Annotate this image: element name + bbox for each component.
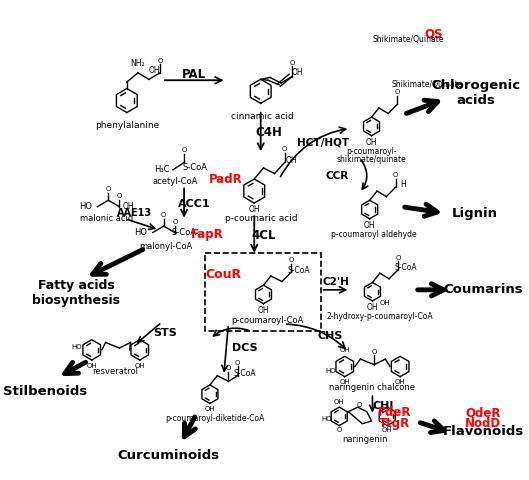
Text: STS: STS xyxy=(154,328,178,338)
Text: H: H xyxy=(400,180,406,189)
Text: S-CoA: S-CoA xyxy=(395,263,417,272)
Text: S-CoA: S-CoA xyxy=(171,228,197,237)
Text: OH: OH xyxy=(292,68,304,77)
Text: OH: OH xyxy=(258,306,269,315)
Text: NH₂: NH₂ xyxy=(131,59,145,68)
Text: O: O xyxy=(288,257,294,264)
Text: Curcuminoids: Curcuminoids xyxy=(117,449,220,462)
Text: Shikimate/Quinate: Shikimate/Quinate xyxy=(392,80,463,89)
Text: shikimate/quinate: shikimate/quinate xyxy=(336,155,406,164)
Text: malonyl-CoA: malonyl-CoA xyxy=(139,242,192,251)
Text: OH: OH xyxy=(340,379,350,385)
Text: O: O xyxy=(289,60,295,66)
Text: O: O xyxy=(371,348,377,355)
Text: Coumarins: Coumarins xyxy=(443,283,523,296)
Text: HO: HO xyxy=(71,344,83,350)
Text: S-CoA: S-CoA xyxy=(287,266,310,275)
Text: naringenin: naringenin xyxy=(342,435,388,444)
Text: HO: HO xyxy=(321,416,332,422)
Text: Fatty acids
biosynthesis: Fatty acids biosynthesis xyxy=(32,278,120,307)
Text: OH: OH xyxy=(395,379,405,385)
Text: p-coumaroyl-: p-coumaroyl- xyxy=(346,147,397,156)
FancyBboxPatch shape xyxy=(205,253,321,331)
Text: CHS: CHS xyxy=(317,331,343,341)
Text: 2-hydroxy-p-coumaroyl-CoA: 2-hydroxy-p-coumaroyl-CoA xyxy=(326,312,433,321)
Text: OH: OH xyxy=(340,347,350,353)
Text: O: O xyxy=(106,186,111,192)
Text: Stilbenoids: Stilbenoids xyxy=(4,385,88,398)
Text: CHI: CHI xyxy=(373,401,394,411)
Text: Flavonoids: Flavonoids xyxy=(443,425,524,438)
Text: S-CoA: S-CoA xyxy=(183,163,208,171)
Text: OH: OH xyxy=(367,303,378,312)
Text: FapR: FapR xyxy=(191,228,224,241)
Text: O: O xyxy=(396,254,401,261)
Text: OH: OH xyxy=(123,202,134,211)
Text: C2'H: C2'H xyxy=(322,276,349,287)
Text: QS: QS xyxy=(424,27,443,41)
Text: p-coumaric acid: p-coumaric acid xyxy=(225,214,298,223)
Text: S-CoA: S-CoA xyxy=(234,370,257,378)
Text: DCS: DCS xyxy=(232,343,258,353)
Text: HCT/HQT: HCT/HQT xyxy=(297,137,349,147)
Text: O: O xyxy=(181,147,187,154)
Text: ACC1: ACC1 xyxy=(178,199,211,209)
Text: OH: OH xyxy=(334,398,344,405)
Text: OH: OH xyxy=(249,205,260,214)
Text: Lignin: Lignin xyxy=(452,207,498,220)
Text: Chlorogenic
acids: Chlorogenic acids xyxy=(431,79,521,107)
Text: OH: OH xyxy=(134,362,145,369)
Text: O: O xyxy=(161,212,167,218)
Text: QdeR: QdeR xyxy=(466,406,501,419)
Text: p-coumaroyl-CoA: p-coumaroyl-CoA xyxy=(231,316,303,325)
Text: OH: OH xyxy=(380,300,391,306)
Text: O: O xyxy=(235,360,240,366)
Text: C4H: C4H xyxy=(256,126,282,139)
Text: OH: OH xyxy=(366,138,377,146)
Text: naringenin chalcone: naringenin chalcone xyxy=(330,383,415,392)
Text: acetyl-CoA: acetyl-CoA xyxy=(152,177,197,186)
Text: O: O xyxy=(336,427,342,433)
Text: OH: OH xyxy=(364,221,376,230)
Text: O: O xyxy=(357,402,362,408)
Text: NodD: NodD xyxy=(465,417,501,430)
Text: OH: OH xyxy=(149,66,160,74)
Text: CCR: CCR xyxy=(326,171,349,181)
Text: HO: HO xyxy=(134,228,147,237)
Text: Shikimate/Quinate: Shikimate/Quinate xyxy=(373,35,444,44)
Text: O: O xyxy=(157,58,163,64)
Text: O: O xyxy=(395,89,400,95)
Text: OH: OH xyxy=(86,362,97,369)
Text: HO: HO xyxy=(325,368,336,374)
Text: O: O xyxy=(393,172,398,179)
Text: OH: OH xyxy=(285,156,297,165)
Text: O: O xyxy=(226,365,231,372)
Text: OH: OH xyxy=(205,406,215,412)
Text: O: O xyxy=(117,192,122,199)
Text: phenylalanine: phenylalanine xyxy=(95,121,159,130)
Text: H₃C: H₃C xyxy=(154,165,170,174)
Text: FdeR: FdeR xyxy=(378,406,412,419)
Text: p-coumaroyl-diketide-CoA: p-coumaroyl-diketide-CoA xyxy=(165,414,264,423)
Text: CouR: CouR xyxy=(206,268,242,281)
Text: p-coumaroyl aldehyde: p-coumaroyl aldehyde xyxy=(331,230,416,239)
Text: cinnamic acid: cinnamic acid xyxy=(231,112,294,121)
Text: PadR: PadR xyxy=(209,172,242,186)
Text: O: O xyxy=(282,146,287,153)
Text: malonic acid: malonic acid xyxy=(80,214,133,223)
Text: PAL: PAL xyxy=(182,68,206,81)
Text: O: O xyxy=(172,219,178,226)
Text: HO: HO xyxy=(79,202,92,211)
Text: AAE13: AAE13 xyxy=(117,208,152,218)
Text: 4CL: 4CL xyxy=(251,229,276,242)
Text: TtgR: TtgR xyxy=(379,417,410,430)
Text: OH: OH xyxy=(382,427,393,433)
Text: resveratrol: resveratrol xyxy=(92,367,138,376)
